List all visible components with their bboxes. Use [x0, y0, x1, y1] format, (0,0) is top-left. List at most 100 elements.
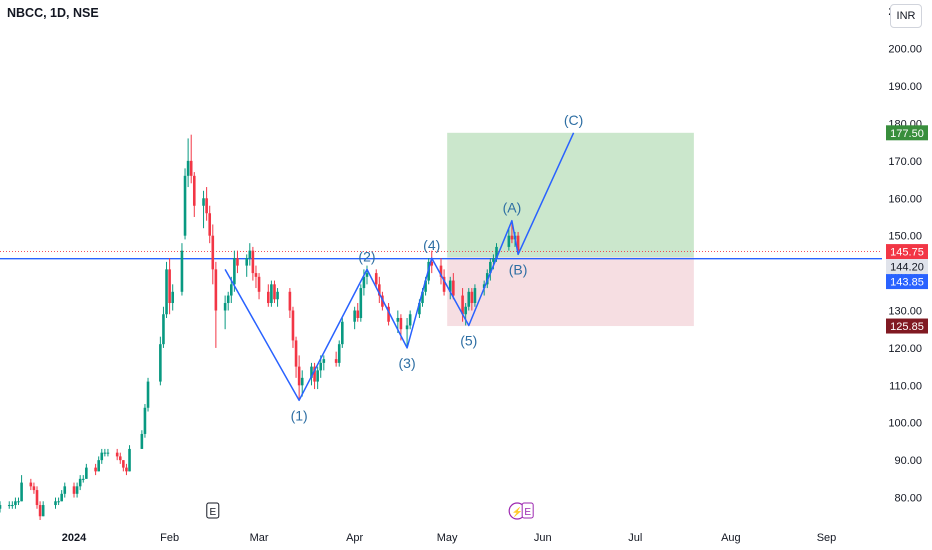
candle-body — [387, 306, 390, 322]
candle-body — [229, 284, 233, 296]
candle-body — [17, 501, 20, 503]
x-tick-label: 2024 — [62, 532, 87, 544]
candle-body — [189, 160, 193, 176]
candle-body — [54, 501, 57, 506]
candle-body — [316, 370, 319, 382]
wave-label: (B) — [509, 261, 528, 277]
candle-body — [159, 344, 162, 382]
y-tick-label: 90.00 — [894, 455, 922, 467]
earnings-marker — [521, 502, 534, 519]
candle-body — [183, 175, 187, 236]
candle-body — [467, 291, 471, 307]
candle-body — [341, 321, 344, 345]
candle-body — [418, 303, 421, 315]
candle-body — [226, 295, 230, 304]
price-label-text: 177.50 — [890, 128, 924, 140]
candle-body — [202, 198, 205, 206]
x-tick-label: Apr — [346, 532, 363, 544]
candle-body — [399, 317, 403, 330]
y-tick-label: 170.00 — [888, 156, 922, 168]
candle-body — [32, 486, 36, 491]
candle-body — [162, 314, 165, 345]
wave-label: (3) — [399, 355, 416, 371]
candle-body — [94, 467, 97, 472]
price-label-box — [886, 274, 928, 290]
wave-label: (C) — [564, 112, 583, 128]
price-label-box — [886, 259, 928, 275]
candle-body — [100, 452, 104, 461]
wave-label: (2) — [358, 248, 375, 264]
candle-body — [510, 235, 514, 240]
candle-body — [143, 407, 147, 434]
candle-body — [448, 280, 452, 292]
profit-zone — [447, 132, 694, 258]
currency-button[interactable]: INR — [890, 4, 922, 28]
candle-body — [192, 175, 196, 206]
candle-body — [353, 310, 356, 322]
x-tick-label: Mar — [250, 532, 269, 544]
x-tick-label: Feb — [160, 532, 179, 544]
candle-body — [254, 273, 258, 277]
candle-body — [273, 284, 276, 300]
candle-body — [78, 478, 82, 487]
candle-body — [35, 490, 39, 506]
candle-body — [408, 314, 412, 326]
candle-body — [186, 160, 190, 176]
candle-body — [7, 505, 11, 507]
candle-body — [63, 486, 67, 494]
y-tick-label: 110.00 — [889, 380, 922, 392]
candle-body — [14, 501, 17, 506]
candle-body — [57, 501, 60, 503]
candle-body — [168, 269, 171, 304]
candle-body — [424, 280, 427, 292]
y-tick-label: 160.00 — [888, 193, 922, 205]
price-label-text: 145.75 — [890, 247, 924, 259]
candle-body — [378, 284, 381, 296]
price-label-text: 143.85 — [890, 277, 924, 289]
candle-body — [85, 467, 88, 479]
candle-body — [297, 366, 301, 386]
candle-body — [396, 317, 400, 322]
candle-body — [171, 291, 174, 304]
candle-body — [334, 359, 338, 363]
candle-body — [75, 486, 79, 494]
price-label-text: 144.20 — [890, 262, 924, 274]
candle-body — [115, 452, 119, 457]
y-tick-label: 200.00 — [888, 44, 922, 56]
candle-body — [294, 340, 298, 367]
candle-body — [452, 280, 455, 296]
candle-body — [128, 448, 131, 472]
candle-body — [430, 261, 434, 266]
y-tick-label: 100.00 — [888, 418, 922, 430]
candle-body — [106, 452, 110, 454]
wave-label: (1) — [291, 407, 308, 423]
candle-body — [267, 291, 270, 304]
candle-body — [313, 366, 316, 382]
candle-body — [20, 482, 23, 502]
candle-body — [288, 291, 292, 311]
candle-body — [211, 235, 215, 270]
candle-body — [60, 493, 63, 502]
x-tick-label: Jul — [628, 532, 642, 544]
loss-zone — [447, 257, 694, 327]
candle-body — [470, 291, 474, 304]
candle-body — [205, 198, 208, 214]
candle-body — [103, 452, 107, 454]
candle-body — [38, 505, 42, 517]
candle-body — [125, 467, 128, 472]
candle-body — [180, 250, 184, 292]
candle-body — [473, 288, 477, 304]
candle-body — [140, 433, 144, 449]
candle-body — [97, 460, 100, 472]
candle-body — [214, 269, 218, 311]
candle-body — [146, 381, 150, 408]
x-tick-label: Aug — [721, 532, 741, 544]
candle-body — [359, 288, 363, 318]
x-tick-label: Jun — [534, 532, 552, 544]
candle-body — [405, 325, 409, 330]
y-tick-label: 120.00 — [888, 343, 922, 355]
y-tick-label: 190.00 — [888, 81, 922, 93]
earnings-marker — [206, 502, 220, 519]
y-tick-label: 130.00 — [888, 306, 922, 318]
